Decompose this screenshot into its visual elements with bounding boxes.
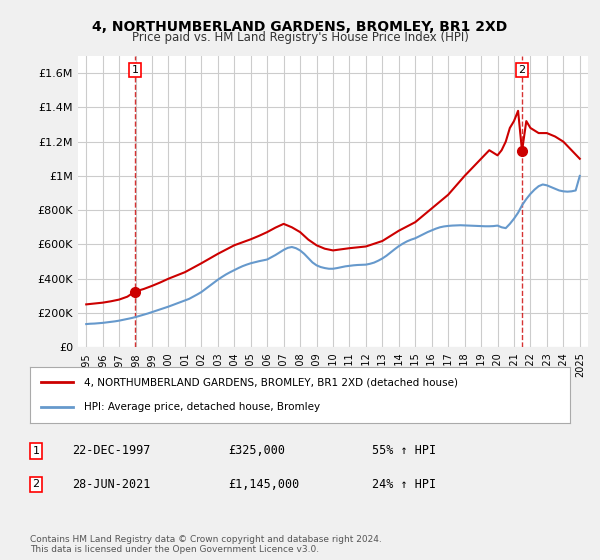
Text: 4, NORTHUMBERLAND GARDENS, BROMLEY, BR1 2XD: 4, NORTHUMBERLAND GARDENS, BROMLEY, BR1 … bbox=[92, 20, 508, 34]
Text: 1: 1 bbox=[131, 65, 139, 74]
Text: Contains HM Land Registry data © Crown copyright and database right 2024.
This d: Contains HM Land Registry data © Crown c… bbox=[30, 535, 382, 554]
Text: HPI: Average price, detached house, Bromley: HPI: Average price, detached house, Brom… bbox=[84, 402, 320, 412]
Text: 24% ↑ HPI: 24% ↑ HPI bbox=[372, 478, 436, 491]
Text: 55% ↑ HPI: 55% ↑ HPI bbox=[372, 444, 436, 458]
Text: 4, NORTHUMBERLAND GARDENS, BROMLEY, BR1 2XD (detached house): 4, NORTHUMBERLAND GARDENS, BROMLEY, BR1 … bbox=[84, 377, 458, 388]
Text: 2: 2 bbox=[518, 65, 526, 74]
Text: 1: 1 bbox=[32, 446, 40, 456]
Text: 28-JUN-2021: 28-JUN-2021 bbox=[72, 478, 151, 491]
Text: 22-DEC-1997: 22-DEC-1997 bbox=[72, 444, 151, 458]
Text: £1,145,000: £1,145,000 bbox=[228, 478, 299, 491]
Text: £325,000: £325,000 bbox=[228, 444, 285, 458]
Text: Price paid vs. HM Land Registry's House Price Index (HPI): Price paid vs. HM Land Registry's House … bbox=[131, 31, 469, 44]
Text: 2: 2 bbox=[32, 479, 40, 489]
